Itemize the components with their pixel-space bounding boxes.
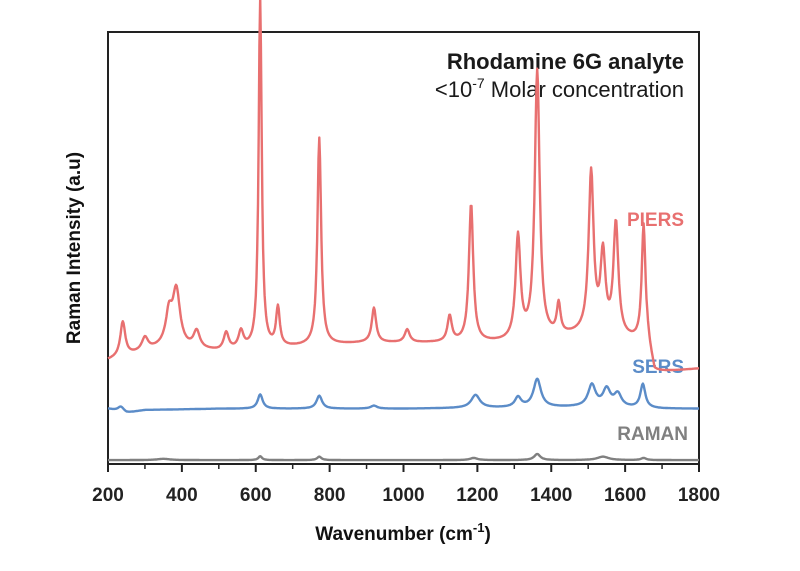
series-line-sers bbox=[107, 377, 700, 413]
series-line-piers bbox=[107, 0, 700, 372]
subtitle-exponent: -7 bbox=[472, 75, 485, 91]
x-tick-label: 1400 bbox=[530, 485, 572, 506]
subtitle-suffix: Molar concentration bbox=[485, 77, 684, 102]
y-axis-title: Raman Intensity (a.u) bbox=[64, 152, 85, 344]
series-line-raman bbox=[107, 452, 700, 462]
x-tick-label: 800 bbox=[314, 485, 346, 506]
chart-title: Rhodamine 6G analyte bbox=[447, 49, 684, 74]
chart-subtitle: <10-7 Molar concentration bbox=[435, 75, 684, 102]
series-label-piers: PIERS bbox=[627, 210, 684, 231]
subtitle-prefix: <10 bbox=[435, 77, 472, 102]
x-tick-label: 1200 bbox=[456, 485, 498, 506]
x-tick-label: 400 bbox=[166, 485, 198, 506]
x-tick-label: 1000 bbox=[382, 485, 424, 506]
x-axis-title-exponent: -1 bbox=[473, 520, 485, 535]
x-tick-label: 200 bbox=[92, 485, 124, 506]
series-label-sers: SERS bbox=[632, 357, 684, 378]
x-tick-label: 1600 bbox=[604, 485, 646, 506]
x-axis-title: Wavenumber (cm-1) bbox=[315, 520, 491, 545]
x-axis-title-close: ) bbox=[484, 524, 490, 545]
x-axis-title-main: Wavenumber (cm bbox=[315, 524, 473, 545]
x-tick-label: 600 bbox=[240, 485, 272, 506]
x-tick-label: 1800 bbox=[678, 485, 720, 506]
x-axis-ticks: 200 400 600 800 1000 1200 1400 1600 1800 bbox=[92, 464, 720, 506]
series-label-raman: RAMAN bbox=[617, 424, 688, 445]
series-lines bbox=[107, 0, 700, 462]
